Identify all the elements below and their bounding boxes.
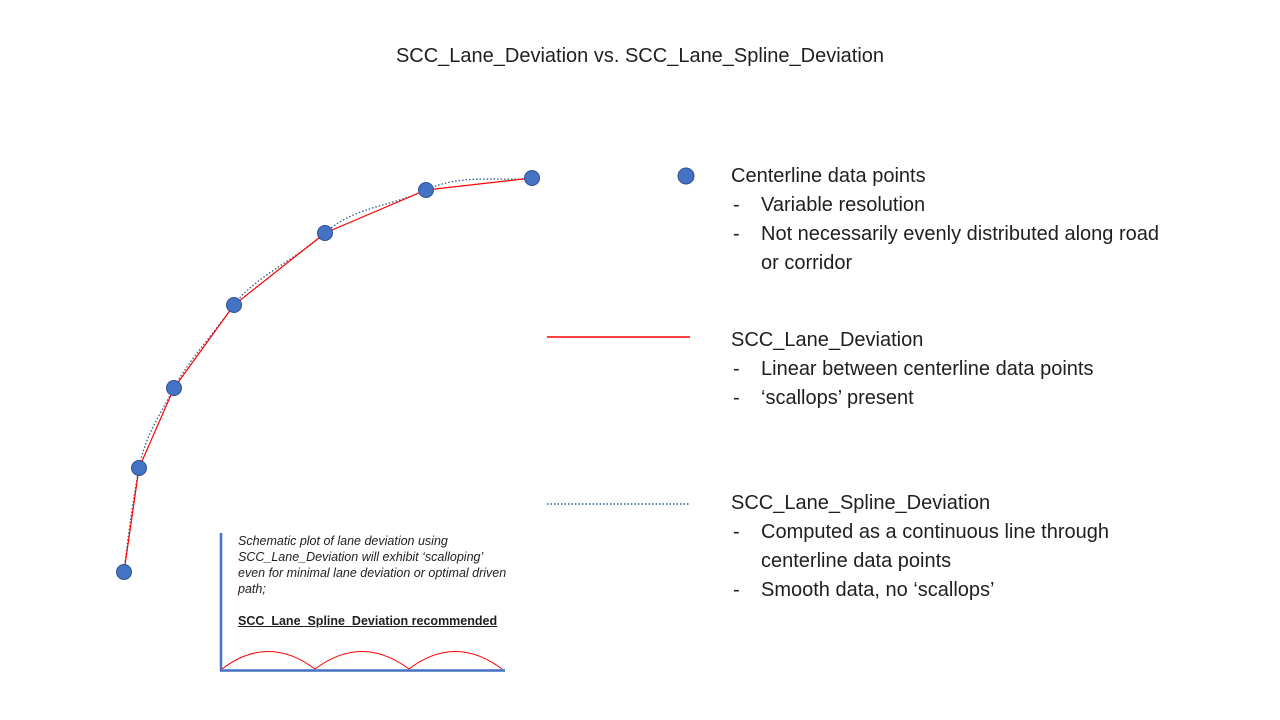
scallop-arc bbox=[221, 651, 316, 670]
scallop-arc bbox=[314, 651, 410, 670]
scallop-arc bbox=[408, 651, 503, 670]
note-body: Schematic plot of lane deviation using S… bbox=[238, 534, 507, 596]
centerline-point bbox=[166, 380, 182, 396]
legend-bullet: Variable resolution bbox=[731, 191, 1171, 220]
legend-centerline-points: Centerline data points Variable resoluti… bbox=[731, 162, 1171, 278]
legend-heading: SCC_Lane_Spline_Deviation bbox=[731, 492, 991, 514]
slide-title: SCC_Lane_Deviation vs. SCC_Lane_Spline_D… bbox=[395, 45, 885, 67]
legend-bullet: ‘scallops’ present bbox=[731, 384, 1171, 413]
legend-heading: Centerline data points bbox=[731, 165, 926, 187]
legend-lane-deviation: SCC_Lane_Deviation Linear between center… bbox=[731, 326, 1171, 413]
legend-bullet: Not necessarily evenly distributed along… bbox=[731, 220, 1171, 278]
legend-bullet: Linear between centerline data points bbox=[731, 355, 1171, 384]
note-recommendation: SCC_Lane_Spline_Deviation recommended bbox=[238, 614, 498, 628]
legend-bullet: Smooth data, no ‘scallops’ bbox=[731, 576, 1171, 605]
centerline-point bbox=[317, 225, 333, 241]
legend-point-symbol bbox=[677, 167, 695, 185]
centerline-point bbox=[524, 170, 540, 186]
centerline-point bbox=[131, 460, 147, 476]
centerline-point bbox=[418, 182, 434, 198]
legend-bullet: Computed as a continuous line through ce… bbox=[731, 518, 1171, 576]
centerline-point bbox=[116, 564, 132, 580]
legend-lane-spline-deviation: SCC_Lane_Spline_Deviation Computed as a … bbox=[731, 489, 1171, 605]
legend-heading: SCC_Lane_Deviation bbox=[731, 329, 924, 351]
scalloping-schematic bbox=[219, 533, 505, 672]
centerline-point bbox=[226, 297, 242, 313]
centerline-data-points bbox=[116, 170, 540, 580]
schematic-note: Schematic plot of lane deviation using S… bbox=[238, 533, 508, 629]
